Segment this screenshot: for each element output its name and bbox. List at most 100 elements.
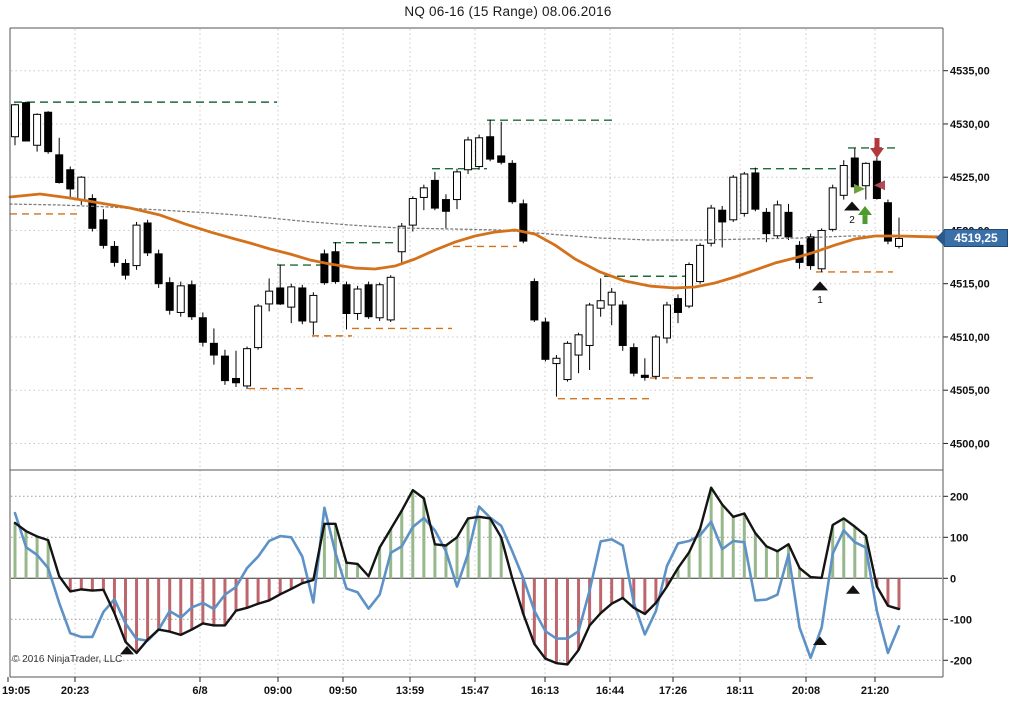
candle-body (298, 287, 307, 322)
candle-body (187, 284, 196, 318)
candle-body (530, 281, 539, 321)
candle-body (618, 304, 627, 346)
signal-triangle-icon (812, 281, 828, 291)
chart-title: NQ 06-16 (15 Range) 08.06.2016 (404, 4, 612, 19)
candle-body (198, 317, 207, 343)
candle-body (895, 237, 903, 247)
candle-body (66, 169, 75, 190)
price-axis-label: 4535,00 (950, 66, 990, 78)
candle-body (552, 357, 561, 365)
candle-body (585, 304, 594, 346)
price-axis-label: 4510,00 (950, 332, 990, 344)
candle-body (707, 207, 716, 244)
time-axis-area[interactable] (10, 678, 943, 702)
time-axis-label: 16:13 (531, 685, 559, 697)
down-arrow-icon (874, 138, 880, 149)
time-axis-label: 09:50 (329, 685, 357, 697)
signal-triangle-icon (844, 201, 860, 211)
candle-body (176, 285, 185, 313)
candle-body (773, 204, 782, 237)
candle-body (165, 282, 174, 311)
candle-body (220, 355, 229, 382)
candle-body (574, 334, 583, 356)
left-arrow-icon (874, 180, 885, 191)
copyright-label: © 2016 NinjaTrader, LLC (12, 654, 123, 665)
candle-body (519, 203, 528, 242)
right-arrow-icon (854, 183, 865, 194)
candle-body (132, 224, 141, 267)
candle-body (441, 199, 450, 212)
candle-body (375, 284, 384, 319)
candle-body (861, 162, 870, 187)
candle-body (475, 137, 484, 168)
candle-body (408, 198, 417, 226)
price-pane[interactable] (10, 28, 943, 470)
candle-body (696, 244, 705, 283)
price-axis-label: 4515,00 (950, 279, 990, 291)
orange-ma-line (8, 192, 940, 290)
candle-body (386, 276, 395, 321)
candle-body (419, 187, 428, 198)
price-axis-label: 4505,00 (950, 385, 990, 397)
last-price-value: 4519,25 (954, 231, 998, 245)
time-axis-label: 18:11 (726, 685, 754, 697)
candle-body (662, 304, 671, 339)
time-axis-label: 19:05 (2, 685, 30, 697)
price-axis-label: 4525,00 (950, 172, 990, 184)
candle-body (353, 288, 362, 315)
time-axis-label: 20:23 (61, 685, 89, 697)
oscillator-triangle-icon (120, 645, 134, 655)
time-axis-label: 6/8 (192, 685, 207, 697)
candle-body (143, 222, 152, 254)
candle-body (397, 225, 406, 253)
candle-body (55, 154, 64, 184)
candle-body (762, 211, 771, 235)
down-arrow-icon (870, 148, 884, 159)
price-axis-label: 4500,00 (950, 438, 990, 450)
time-axis-label: 09:00 (264, 685, 292, 697)
price-axis-area[interactable] (944, 28, 1016, 677)
time-axis-label: 17:26 (659, 685, 687, 697)
indicator-axis-label: 100 (950, 532, 968, 544)
time-axis-label: 20:08 (792, 685, 820, 697)
oscillator-blue-line (13, 505, 901, 660)
candle-body (430, 179, 439, 209)
candle-body (320, 253, 329, 284)
candle-body (232, 377, 240, 384)
candle-body (342, 284, 351, 315)
candle-body (751, 172, 760, 210)
candle-body (88, 198, 97, 229)
candle-body (44, 111, 53, 153)
signal-label: 1 (817, 295, 823, 306)
candle-body (629, 347, 638, 374)
up-arrow-icon (858, 206, 872, 216)
candle-body (209, 342, 218, 356)
candle-body (784, 211, 793, 238)
candle-body (607, 291, 616, 306)
candle-body (740, 173, 749, 214)
candle-body (674, 298, 682, 313)
candle-body (685, 264, 694, 307)
candle-body (287, 286, 296, 308)
candle-body (464, 139, 473, 171)
up-arrow-icon (862, 215, 868, 225)
candle-body (121, 262, 130, 276)
indicator-pane[interactable] (10, 470, 943, 677)
candle-body (276, 287, 285, 305)
oscillator-black-line (13, 486, 901, 666)
candle-body (651, 336, 660, 377)
time-axis-label: 21:20 (861, 685, 889, 697)
candle-body (99, 219, 108, 246)
candle-body (883, 202, 892, 242)
candle-body (154, 253, 163, 285)
candle-body (11, 104, 19, 138)
indicator-axis-label: 0 (950, 573, 956, 585)
candle-body (265, 290, 274, 305)
last-price-badge: 4519,25 (936, 229, 1008, 247)
signal-label: 2 (849, 215, 855, 226)
candle-body (22, 102, 31, 142)
candle-body (110, 245, 119, 263)
candle-body (486, 136, 495, 160)
